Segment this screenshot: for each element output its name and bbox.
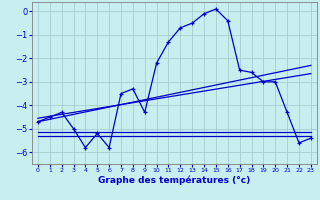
X-axis label: Graphe des températures (°c): Graphe des températures (°c) bbox=[98, 176, 251, 185]
